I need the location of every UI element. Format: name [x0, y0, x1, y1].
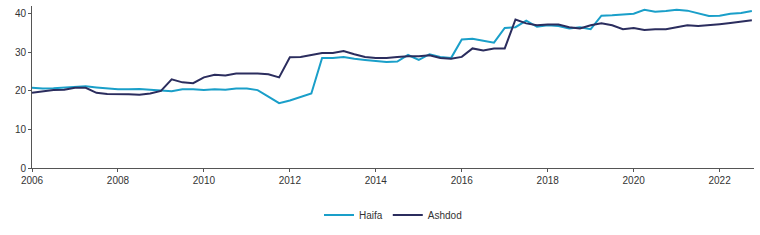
svg-text:10: 10 [15, 124, 27, 135]
svg-text:2010: 2010 [193, 175, 216, 186]
svg-text:30: 30 [15, 47, 27, 58]
svg-text:2012: 2012 [279, 175, 302, 186]
svg-text:2014: 2014 [365, 175, 388, 186]
svg-text:2020: 2020 [623, 175, 646, 186]
svg-text:2022: 2022 [708, 175, 731, 186]
svg-text:Haifa: Haifa [359, 210, 383, 221]
svg-text:40: 40 [15, 8, 27, 19]
svg-text:2006: 2006 [21, 175, 44, 186]
svg-text:2008: 2008 [107, 175, 130, 186]
svg-text:Ashdod: Ashdod [428, 210, 462, 221]
svg-text:20: 20 [15, 85, 27, 96]
svg-text:2016: 2016 [451, 175, 474, 186]
svg-text:0: 0 [20, 163, 26, 174]
svg-text:2018: 2018 [537, 175, 560, 186]
